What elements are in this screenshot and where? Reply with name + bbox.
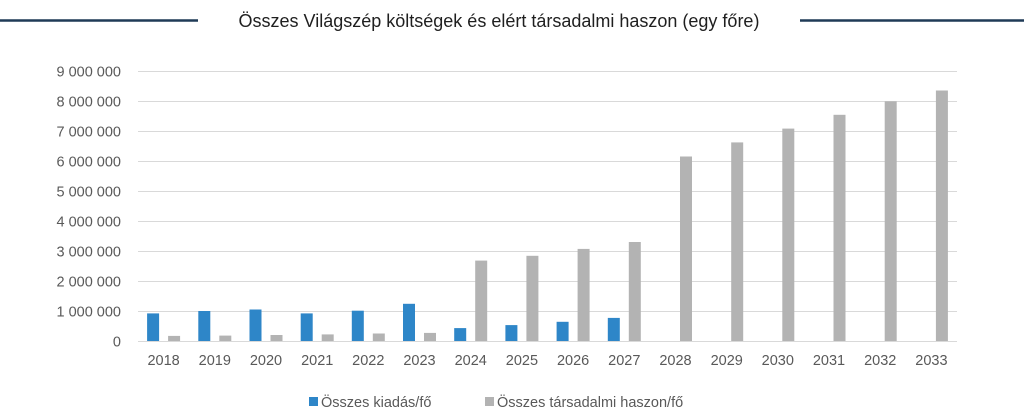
y-tick-label: 7 000 000 — [56, 125, 121, 141]
x-tick-label: 2024 — [455, 353, 487, 369]
y-tick-label: 4 000 000 — [56, 215, 121, 231]
x-tick-label: 2022 — [352, 353, 384, 369]
bar-expense — [147, 313, 160, 341]
x-tick-label: 2018 — [147, 353, 179, 369]
bar-benefit — [270, 335, 283, 341]
legend: Összes kiadás/fő Összes társadalmi haszon… — [309, 393, 683, 411]
legend-label-benefit: Összes társadalmi haszon/fő — [497, 393, 683, 411]
y-tick-label: 3 000 000 — [56, 245, 121, 261]
bar-expense — [249, 309, 262, 341]
x-tick-label: 2026 — [557, 353, 589, 369]
x-tick-label: 2027 — [608, 353, 640, 369]
gridlines — [138, 71, 957, 342]
y-tick-label: 1 000 000 — [56, 305, 121, 321]
x-tick-label: 2021 — [301, 353, 333, 369]
legend-swatch-expense — [309, 397, 318, 406]
bar-benefit — [628, 242, 641, 341]
y-tick-label: 6 000 000 — [56, 155, 121, 171]
bar-expense — [556, 321, 569, 341]
bar-benefit — [475, 260, 488, 341]
bar-benefit — [168, 335, 181, 341]
bar-benefit — [219, 335, 232, 341]
y-tick-label: 5 000 000 — [56, 185, 121, 201]
bar-benefit — [935, 90, 948, 341]
bar-expense — [198, 311, 211, 341]
chart-title: Összes Világszép költségek és elért társ… — [239, 11, 760, 31]
x-tick-label: 2032 — [864, 353, 896, 369]
legend-label-expense: Összes kiadás/fő — [321, 393, 431, 411]
bars — [147, 90, 948, 341]
x-axis: 2018 2019 2020 2021 2022 2023 2024 2025 2026 2027… — [147, 353, 947, 369]
y-tick-label: 9 000 000 — [56, 65, 121, 81]
bar-benefit — [577, 248, 590, 341]
x-tick-label: 2020 — [250, 353, 282, 369]
bar-expense — [454, 328, 467, 341]
x-tick-label: 2023 — [403, 353, 435, 369]
x-tick-label: 2030 — [762, 353, 794, 369]
y-tick-label: 8 000 000 — [56, 95, 121, 111]
x-tick-label: 2033 — [915, 353, 947, 369]
bar-benefit — [526, 255, 539, 341]
bar-benefit — [424, 332, 436, 341]
bar-expense — [351, 310, 364, 341]
bar-benefit — [321, 334, 334, 341]
y-tick-label: 0 — [113, 335, 121, 351]
bar-benefit — [884, 101, 897, 341]
bar-expense — [300, 313, 313, 341]
bar-benefit — [731, 142, 744, 341]
bar-benefit — [372, 333, 385, 341]
y-axis: 0 1 000 000 2 000 000 3 000 000 4 000 000 5 0… — [56, 65, 121, 351]
y-tick-label: 2 000 000 — [56, 275, 121, 291]
legend-swatch-benefit — [485, 397, 494, 406]
x-tick-label: 2028 — [659, 353, 691, 369]
bar-benefit — [680, 156, 692, 341]
x-tick-label: 2029 — [711, 353, 743, 369]
x-tick-label: 2031 — [813, 353, 845, 369]
bar-benefit — [833, 114, 846, 341]
bar-benefit — [782, 128, 795, 341]
bar-expense — [505, 325, 518, 341]
x-tick-label: 2019 — [199, 353, 231, 369]
x-tick-label: 2025 — [506, 353, 538, 369]
bar-expense — [607, 317, 620, 341]
bar-expense — [403, 303, 415, 341]
